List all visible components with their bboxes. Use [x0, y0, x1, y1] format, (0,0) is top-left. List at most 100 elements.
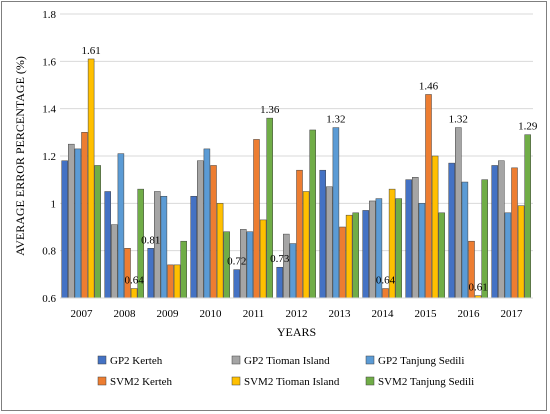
- bar: [352, 212, 359, 299]
- bar: [94, 165, 101, 299]
- data-label: 0.64: [124, 275, 144, 287]
- y-tick-label: 1.4: [42, 104, 56, 116]
- x-tick-label: 2016: [458, 308, 481, 320]
- bar: [455, 127, 462, 299]
- legend-item: SVM2 Tanjung Sedili: [365, 376, 474, 388]
- bar: [491, 165, 498, 299]
- legend-label: SVM2 Tioman Island: [244, 376, 340, 388]
- legend-item: GP2 Tanjung Sedili: [365, 355, 464, 367]
- data-label: 0.81: [141, 234, 160, 246]
- bar: [190, 195, 197, 299]
- legend-item: SVM2 Kerteh: [97, 376, 173, 388]
- bar: [104, 191, 111, 299]
- bar: [74, 148, 82, 299]
- bar: [124, 248, 131, 299]
- bar: [405, 179, 412, 299]
- legend-swatch: [97, 355, 107, 365]
- x-tick-label: 2015: [415, 308, 438, 320]
- bar: [68, 143, 75, 299]
- legend-swatch: [365, 355, 375, 365]
- y-axis-ticks: 0.6 0.8 1 1.2 1.4 1.6 1.8: [42, 9, 56, 305]
- bar: [197, 160, 204, 299]
- bar: [276, 266, 283, 299]
- bar: [147, 248, 154, 299]
- x-tick-label: 2012: [286, 308, 308, 320]
- bar: [233, 269, 240, 299]
- bar: [259, 219, 267, 299]
- y-tick-label: 1.8: [42, 9, 56, 21]
- bar: [253, 139, 260, 299]
- legend-label: SVM2 Kerteh: [110, 376, 173, 388]
- y-tick-label: 1.2: [42, 151, 56, 163]
- data-label: 1.61: [81, 45, 100, 57]
- legend-item: GP2 Tioman Island: [231, 355, 330, 367]
- x-tick-label: 2014: [372, 308, 395, 320]
- data-label: 0.64: [376, 275, 396, 287]
- bar: [61, 160, 68, 299]
- bar: [216, 203, 224, 299]
- y-tick-label: 1: [51, 198, 57, 210]
- bar: [362, 210, 369, 299]
- bar: [461, 181, 469, 299]
- bar: [511, 167, 518, 299]
- bar: [302, 191, 310, 299]
- bar: [319, 169, 326, 299]
- bar: [309, 129, 316, 299]
- x-tick-label: 2011: [243, 308, 265, 320]
- bar: [498, 160, 505, 299]
- bar: [369, 200, 376, 299]
- bar: [180, 240, 187, 299]
- bar: [504, 212, 512, 299]
- x-tick-label: 2008: [114, 308, 137, 320]
- bar: [173, 264, 181, 299]
- bar: [117, 153, 125, 299]
- bar: [87, 58, 95, 299]
- bar: [160, 195, 168, 299]
- x-tick-label: 2007: [71, 308, 94, 320]
- bar: [412, 177, 419, 299]
- x-tick-label: 2009: [157, 308, 180, 320]
- bar: [203, 148, 211, 299]
- bar: [283, 233, 290, 299]
- bar: [289, 243, 297, 299]
- bar: [431, 155, 439, 299]
- legend-swatch: [231, 376, 241, 386]
- bar: [517, 205, 525, 299]
- legend-swatch: [97, 376, 107, 386]
- bar: [382, 288, 389, 299]
- bar: [246, 231, 254, 299]
- legend-label: SVM2 Tanjung Sedili: [378, 376, 474, 388]
- data-label: 1.29: [518, 121, 538, 133]
- legend-item: GP2 Kerteh: [97, 355, 163, 367]
- bar: [210, 165, 217, 299]
- bar: [418, 203, 426, 299]
- bar: [81, 132, 88, 299]
- bar: [111, 224, 118, 299]
- bar: [167, 264, 174, 299]
- legend-swatch: [365, 376, 375, 386]
- data-label: 0.73: [270, 253, 290, 265]
- bar: [524, 134, 531, 299]
- bar: [438, 212, 445, 299]
- bar: [326, 186, 333, 299]
- bar: [332, 127, 340, 299]
- legend-label: GP2 Tanjung Sedili: [378, 355, 464, 367]
- data-labels: 1.61 0.64 0.81 1.36 0.72 0.73 1.32 0.64 1.46 1.32…: [81, 45, 537, 294]
- x-tick-label: 2017: [501, 308, 524, 320]
- y-tick-label: 1.6: [42, 56, 56, 68]
- x-tick-label: 2010: [200, 308, 223, 320]
- data-label: 1.32: [449, 114, 468, 126]
- legend-swatch: [231, 355, 241, 365]
- bar: [130, 288, 138, 299]
- data-label: 0.72: [227, 256, 246, 268]
- bar: [425, 94, 432, 299]
- y-tick-label: 0.8: [42, 246, 56, 258]
- legend: GP2 Kerteh GP2 Tioman Island GP2 Tanjung S…: [97, 355, 474, 388]
- x-axis-ticks: 2007 2008 2009 2010 2011 2012 2013 2014 2015 2016…: [71, 308, 524, 320]
- bars: [61, 58, 531, 299]
- data-label: 1.32: [326, 114, 345, 126]
- bar: [481, 179, 488, 299]
- data-label: 1.36: [260, 104, 280, 116]
- data-label: 1.46: [419, 80, 439, 92]
- bar: [339, 226, 346, 299]
